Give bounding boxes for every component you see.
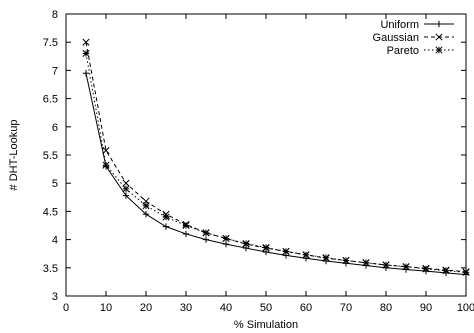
y-tick-label: 7 xyxy=(52,65,58,77)
y-tick-label: 8 xyxy=(52,9,58,21)
marker-stroke xyxy=(422,265,430,273)
series-uniform xyxy=(82,70,470,278)
x-tick-label: 0 xyxy=(63,302,69,314)
x-tick-label: 10 xyxy=(100,302,112,314)
marker-stroke xyxy=(82,38,90,46)
marker-stroke xyxy=(82,49,90,58)
legend-item-uniform: Uniform xyxy=(380,19,454,31)
x-tick-label: 70 xyxy=(340,302,352,314)
data-point-pareto xyxy=(462,268,470,276)
marker-stroke xyxy=(435,46,443,54)
data-point-pareto xyxy=(362,259,370,267)
x-tick-label: 60 xyxy=(300,302,312,314)
data-point-pareto xyxy=(182,221,190,230)
marker-stroke xyxy=(302,251,310,259)
marker-stroke xyxy=(442,267,450,275)
data-point-pareto xyxy=(242,239,250,248)
data-point-pareto xyxy=(162,213,170,221)
series-line-pareto xyxy=(85,53,467,273)
data-point-pareto xyxy=(82,49,90,58)
series-pareto xyxy=(82,49,470,276)
data-point-uniform xyxy=(162,223,170,230)
data-point-pareto xyxy=(142,202,150,210)
marker-stroke xyxy=(382,261,390,269)
y-tick-label: 4 xyxy=(52,235,58,247)
marker-stroke xyxy=(462,268,470,276)
legend-label-pareto: Pareto xyxy=(387,45,419,57)
legend-item-pareto: Pareto xyxy=(387,45,454,57)
x-tick-label: 30 xyxy=(180,302,192,314)
y-tick-label: 3 xyxy=(52,291,58,303)
marker-stroke xyxy=(362,259,370,267)
data-point-gaussian xyxy=(82,38,90,46)
legend-item-gaussian: Gaussian xyxy=(373,32,454,44)
marker-stroke xyxy=(282,247,290,255)
axes: 0 10 20 30 40 50 60 70 80 90 100 3 3.5 4 4.5 5 5.5 6 6.5 7 7… xyxy=(43,9,474,314)
data-point-pareto xyxy=(262,243,270,252)
data-point-uniform xyxy=(222,240,230,248)
data-point-pareto xyxy=(202,229,210,237)
y-tick-label: 6 xyxy=(52,122,58,134)
data-point-uniform xyxy=(182,230,190,238)
data-point-uniform xyxy=(122,192,130,199)
x-tick-label: 80 xyxy=(380,302,392,314)
data-point-pareto xyxy=(102,161,110,169)
y-tick-label: 6.5 xyxy=(43,94,58,106)
marker-stroke xyxy=(342,256,350,265)
series-gaussian xyxy=(82,38,470,276)
marker-stroke xyxy=(122,185,130,193)
y-tick-label: 3.5 xyxy=(43,263,58,275)
y-axis-label: # DHT-Lookup xyxy=(8,120,20,191)
x-tick-label: 40 xyxy=(220,302,232,314)
y-tick-label: 5.5 xyxy=(43,150,58,162)
y-tick-label: 5 xyxy=(52,178,58,190)
y-tick-label: 7.5 xyxy=(43,37,58,49)
data-point-pareto xyxy=(322,254,330,262)
y-tick-label: 4.5 xyxy=(43,206,58,218)
marker-stroke xyxy=(202,229,210,237)
legend-marker-pareto xyxy=(435,46,443,54)
data-point-pareto xyxy=(342,256,350,265)
series-line-gaussian xyxy=(85,42,467,273)
data-point-pareto xyxy=(302,251,310,259)
data-point-pareto xyxy=(282,247,290,255)
marker-stroke xyxy=(102,161,110,169)
marker-stroke xyxy=(162,213,170,221)
data-point-pareto xyxy=(382,261,390,269)
marker-stroke xyxy=(322,254,330,262)
legend-label-gaussian: Gaussian xyxy=(373,32,419,44)
legend-marker-gaussian xyxy=(435,33,443,41)
series-line-uniform xyxy=(85,73,467,276)
legend-marker-uniform xyxy=(435,20,443,28)
data-point-pareto xyxy=(402,263,410,271)
marker-stroke xyxy=(402,263,410,271)
x-tick-label: 50 xyxy=(260,302,272,314)
data-point-pareto xyxy=(442,267,450,275)
marker-stroke xyxy=(222,234,230,243)
marker-stroke xyxy=(142,202,150,210)
data-point-uniform xyxy=(202,236,210,243)
data-point-uniform xyxy=(82,70,90,77)
data-point-pareto xyxy=(422,265,430,273)
data-point-uniform xyxy=(142,211,150,218)
marker-stroke xyxy=(435,33,443,41)
x-tick-label: 20 xyxy=(140,302,152,314)
data-point-pareto xyxy=(122,185,130,193)
x-tick-label: 100 xyxy=(457,302,474,314)
marker-stroke xyxy=(242,239,250,248)
x-axis-label: % Simulation xyxy=(234,319,298,331)
data-point-gaussian xyxy=(122,179,130,187)
legend-label-uniform: Uniform xyxy=(380,19,419,31)
series-layer xyxy=(82,38,470,278)
marker-stroke xyxy=(262,243,270,252)
data-point-pareto xyxy=(222,234,230,243)
marker-stroke xyxy=(122,179,130,187)
marker-stroke xyxy=(182,221,190,230)
x-tick-label: 90 xyxy=(420,302,432,314)
